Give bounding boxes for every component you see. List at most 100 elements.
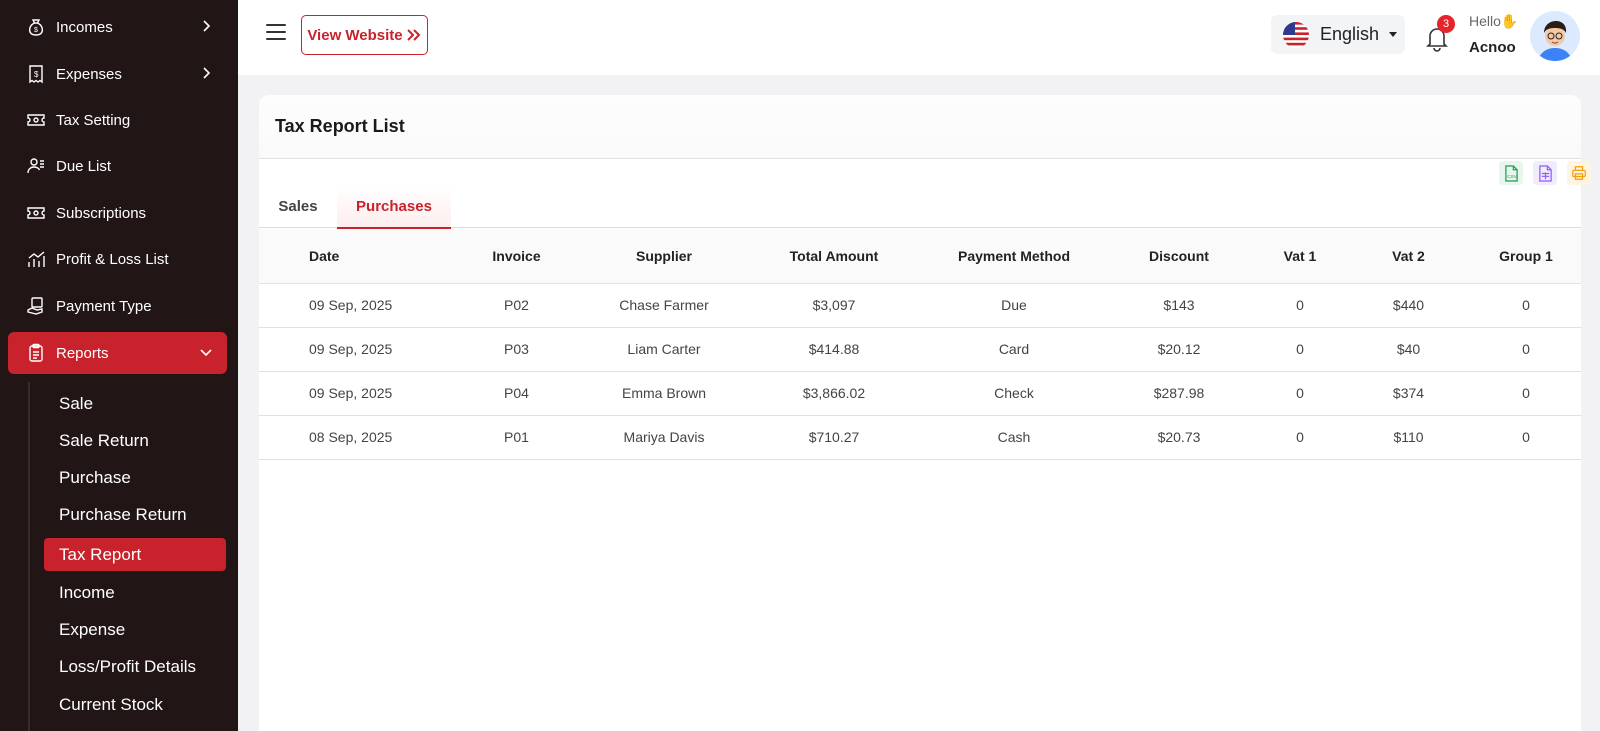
hand-money-icon — [26, 296, 46, 316]
cell-supplier: Liam Carter — [584, 327, 744, 372]
caret-down-icon — [1389, 32, 1398, 37]
column-header-vat-1[interactable]: Vat 1 — [1254, 229, 1346, 284]
cell-group-1: 0 — [1471, 283, 1581, 328]
cell-group-1: 0 — [1471, 327, 1581, 372]
top-header: View Website English 3 Hello✋ Acnoo — [238, 0, 1600, 75]
submenu-item-current-stock[interactable]: Current Stock — [59, 694, 163, 714]
sidebar-item-label: Profit & Loss List — [56, 250, 169, 268]
cell-total-amount: $3,866.02 — [744, 371, 924, 416]
sidebar-item-reports[interactable]: Reports — [8, 332, 227, 374]
column-header-supplier[interactable]: Supplier — [584, 229, 744, 284]
greeting-text: Hello✋ — [1469, 13, 1519, 29]
language-selector[interactable]: English — [1271, 15, 1405, 54]
view-website-label: View Website — [307, 26, 403, 44]
submenu-item-expense[interactable]: Expense — [59, 619, 126, 639]
waving-hand-icon: ✋ — [1500, 13, 1519, 29]
submenu-item-sale-return[interactable]: Sale Return — [59, 430, 149, 450]
chevron-right-icon — [203, 20, 211, 32]
cell-date: 09 Sep, 2025 — [259, 371, 449, 416]
sidebar-item-label: Subscriptions — [56, 204, 147, 222]
submenu-item-purchase-return[interactable]: Purchase Return — [59, 504, 187, 524]
sidebar-item-profit-loss[interactable]: Profit & Loss List — [8, 238, 227, 280]
sidebar-item-tax-setting[interactable]: Tax Setting — [8, 99, 227, 141]
column-header-invoice[interactable]: Invoice — [449, 229, 584, 284]
sidebar-item-label: Incomes — [56, 18, 113, 36]
receipt-icon: $ — [26, 64, 46, 84]
money-bag-icon: $ — [26, 17, 46, 37]
print-button[interactable] — [1567, 161, 1591, 185]
ticket-icon — [26, 203, 46, 223]
tab-purchases[interactable]: Purchases — [337, 185, 451, 229]
cell-discount: $20.12 — [1104, 327, 1254, 372]
chevron-right-icon — [203, 67, 211, 79]
user-list-icon — [26, 156, 46, 176]
card-header: Tax Report List — [259, 95, 1581, 159]
page-title: Tax Report List — [275, 116, 405, 136]
column-header-payment-method[interactable]: Payment Method — [924, 229, 1104, 284]
csv-export-button[interactable]: CSV — [1499, 161, 1523, 185]
svg-text:CSV: CSV — [1507, 174, 1517, 179]
svg-text:$: $ — [34, 70, 39, 79]
sidebar-item-payment-type[interactable]: Payment Type — [8, 285, 227, 327]
cell-total-amount: $3,097 — [744, 283, 924, 328]
cell-date: 09 Sep, 2025 — [259, 327, 449, 372]
avatar[interactable] — [1530, 11, 1580, 61]
table-row: 09 Sep, 2025 P02 Chase Farmer $3,097 Due… — [259, 283, 1581, 328]
sidebar: $ Incomes $ Expenses Tax Setting Due Lis… — [0, 0, 238, 731]
view-website-button[interactable]: View Website — [301, 15, 428, 55]
cell-payment-method: Card — [924, 327, 1104, 372]
cell-supplier: Chase Farmer — [584, 283, 744, 328]
printer-icon — [1572, 166, 1586, 180]
submenu-rail — [28, 382, 30, 731]
cell-invoice: P03 — [449, 327, 584, 372]
cell-vat-2: $374 — [1346, 371, 1471, 416]
submenu-item-sale[interactable]: Sale — [59, 393, 94, 413]
cell-total-amount: $710.27 — [744, 415, 924, 460]
submenu-item-tax-report[interactable]: Tax Report — [44, 538, 226, 571]
submenu-item-purchase[interactable]: Purchase — [59, 467, 131, 487]
report-tabs: Sales Purchases — [259, 185, 1581, 229]
user-name: Acnoo — [1469, 39, 1516, 56]
column-header-total-amount[interactable]: Total Amount — [744, 229, 924, 284]
cell-date: 08 Sep, 2025 — [259, 415, 449, 460]
cell-group-1: 0 — [1471, 415, 1581, 460]
clipboard-icon — [26, 343, 46, 363]
table-header-row: Date Invoice Supplier Total Amount Payme… — [259, 229, 1581, 284]
submenu-item-loss-profit-details[interactable]: Loss/Profit Details — [59, 656, 196, 676]
column-header-date[interactable]: Date — [259, 229, 449, 284]
cell-payment-method: Due — [924, 283, 1104, 328]
cell-discount: $20.73 — [1104, 415, 1254, 460]
bar-chart-icon — [26, 249, 46, 269]
tab-sales[interactable]: Sales — [278, 198, 318, 215]
column-header-discount[interactable]: Discount — [1104, 229, 1254, 284]
cell-vat-1: 0 — [1254, 371, 1346, 416]
cell-vat-2: $110 — [1346, 415, 1471, 460]
sidebar-item-label: Due List — [56, 157, 112, 175]
submenu-item-income[interactable]: Income — [59, 582, 115, 602]
cell-date: 09 Sep, 2025 — [259, 283, 449, 328]
table-row: 09 Sep, 2025 P03 Liam Carter $414.88 Car… — [259, 327, 1581, 372]
sidebar-item-label: Payment Type — [56, 297, 152, 315]
sidebar-item-label: Expenses — [56, 65, 122, 83]
language-label: English — [1320, 24, 1380, 44]
sidebar-item-incomes[interactable]: $ Incomes — [8, 6, 227, 48]
tax-report-card: Tax Report List CSV Sales Purchases Date… — [259, 95, 1591, 731]
sidebar-item-due-list[interactable]: Due List — [8, 145, 227, 187]
cell-payment-method: Cash — [924, 415, 1104, 460]
cell-supplier: Emma Brown — [584, 371, 744, 416]
csv-file-icon: CSV — [1504, 164, 1517, 182]
sidebar-item-subscriptions[interactable]: Subscriptions — [8, 192, 227, 234]
cell-supplier: Mariya Davis — [584, 415, 744, 460]
column-header-group-1[interactable]: Group 1 — [1471, 229, 1581, 284]
sidebar-item-label: Tax Setting — [56, 111, 131, 129]
ticket-icon — [26, 110, 46, 130]
sidebar-item-expenses[interactable]: $ Expenses — [8, 53, 227, 95]
cell-vat-1: 0 — [1254, 415, 1346, 460]
table-row: 09 Sep, 2025 P04 Emma Brown $3,866.02 Ch… — [259, 371, 1581, 416]
menu-toggle-icon[interactable] — [266, 24, 286, 42]
column-header-vat-2[interactable]: Vat 2 — [1346, 229, 1471, 284]
notification-badge: 3 — [1437, 15, 1455, 33]
cell-vat-1: 0 — [1254, 327, 1346, 372]
cell-vat-2: $40 — [1346, 327, 1471, 372]
excel-export-button[interactable] — [1533, 161, 1557, 185]
